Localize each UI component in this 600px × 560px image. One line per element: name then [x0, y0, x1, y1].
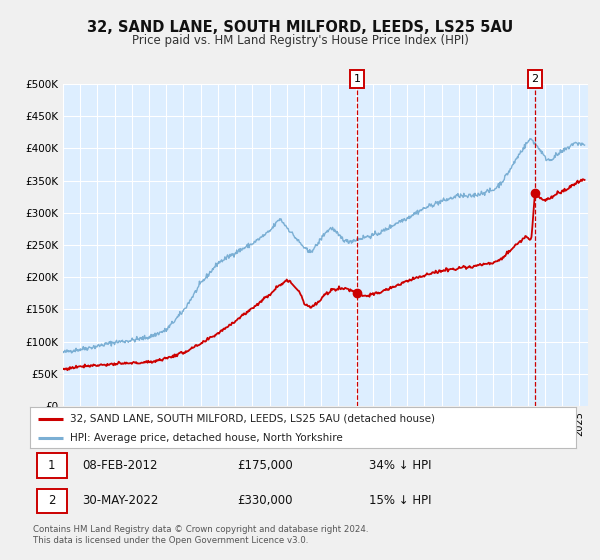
Text: 1: 1 — [48, 459, 55, 472]
Text: HPI: Average price, detached house, North Yorkshire: HPI: Average price, detached house, Nort… — [70, 433, 343, 443]
Text: 30-MAY-2022: 30-MAY-2022 — [82, 494, 158, 507]
Text: Contains HM Land Registry data © Crown copyright and database right 2024.
This d: Contains HM Land Registry data © Crown c… — [33, 525, 368, 545]
Text: 2: 2 — [532, 74, 539, 84]
Text: 32, SAND LANE, SOUTH MILFORD, LEEDS, LS25 5AU: 32, SAND LANE, SOUTH MILFORD, LEEDS, LS2… — [87, 20, 513, 35]
Text: 1: 1 — [354, 74, 361, 84]
Text: 32, SAND LANE, SOUTH MILFORD, LEEDS, LS25 5AU (detached house): 32, SAND LANE, SOUTH MILFORD, LEEDS, LS2… — [70, 414, 435, 423]
FancyBboxPatch shape — [37, 489, 67, 513]
Text: 15% ↓ HPI: 15% ↓ HPI — [368, 494, 431, 507]
FancyBboxPatch shape — [37, 453, 67, 478]
Text: £175,000: £175,000 — [238, 459, 293, 472]
Text: 34% ↓ HPI: 34% ↓ HPI — [368, 459, 431, 472]
Text: 08-FEB-2012: 08-FEB-2012 — [82, 459, 157, 472]
Text: 2: 2 — [48, 494, 55, 507]
Text: £330,000: £330,000 — [238, 494, 293, 507]
Text: Price paid vs. HM Land Registry's House Price Index (HPI): Price paid vs. HM Land Registry's House … — [131, 34, 469, 46]
